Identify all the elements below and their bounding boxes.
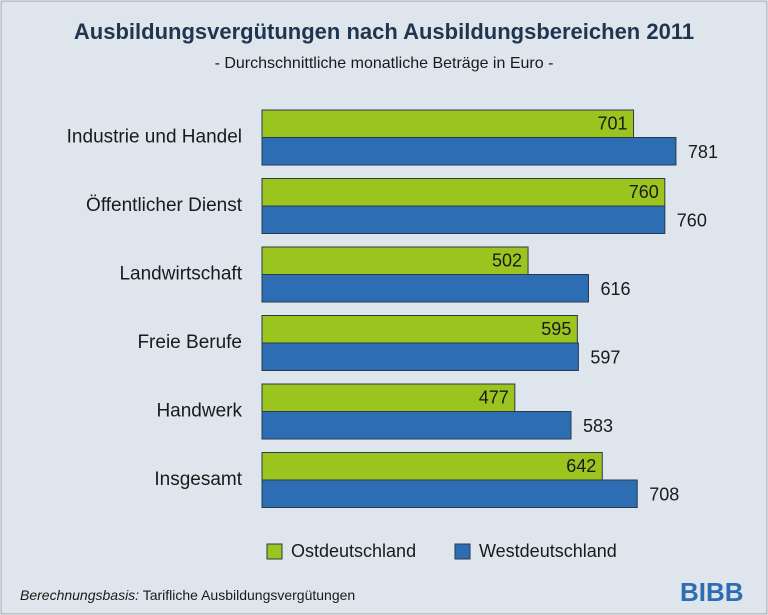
value-label: 583 xyxy=(583,416,613,436)
value-label: 477 xyxy=(479,388,509,408)
bar xyxy=(261,479,638,508)
value-label: 502 xyxy=(492,251,522,271)
legend-swatch xyxy=(454,543,471,560)
value-label: 781 xyxy=(688,142,718,162)
category-label: Industrie und Handel xyxy=(67,127,242,148)
chart-title: Ausbildungsvergütungen nach Ausbildungsb… xyxy=(74,19,694,44)
category-label: Landwirtschaft xyxy=(119,264,242,285)
value-label: 595 xyxy=(541,319,571,339)
footnote-label: Berechnungsbasis: xyxy=(20,587,139,603)
legend-label: Westdeutschland xyxy=(479,541,617,561)
bar xyxy=(261,178,666,207)
category-label: Handwerk xyxy=(156,401,242,422)
chart-subtitle: - Durchschnittliche monatliche Beträge i… xyxy=(215,55,554,72)
category-label: Insgesamt xyxy=(154,469,242,490)
legend-swatch xyxy=(266,543,283,560)
value-label: 642 xyxy=(566,456,596,476)
category-label: Freie Berufe xyxy=(137,332,242,353)
value-label: 701 xyxy=(597,114,627,134)
legend-label: Ostdeutschland xyxy=(291,541,416,561)
value-label: 616 xyxy=(600,279,630,299)
bar xyxy=(261,246,529,275)
bar xyxy=(261,109,635,138)
footnote: Berechnungsbasis: Tarifliche Ausbildungs… xyxy=(20,587,355,603)
bar xyxy=(261,315,578,344)
bar xyxy=(261,205,666,234)
logo: BIBB xyxy=(680,577,744,607)
bar xyxy=(261,137,677,166)
bar xyxy=(261,274,589,303)
value-label: 760 xyxy=(629,182,659,202)
bar xyxy=(261,411,572,440)
value-label: 597 xyxy=(590,348,620,368)
category-label: Öffentlicher Dienst xyxy=(86,195,243,216)
footnote-text: Tarifliche Ausbildungsvergütungen xyxy=(143,587,355,603)
value-label: 760 xyxy=(677,211,707,231)
bar xyxy=(261,342,579,371)
bar xyxy=(261,452,603,481)
value-label: 708 xyxy=(649,485,679,505)
bar xyxy=(261,383,516,412)
